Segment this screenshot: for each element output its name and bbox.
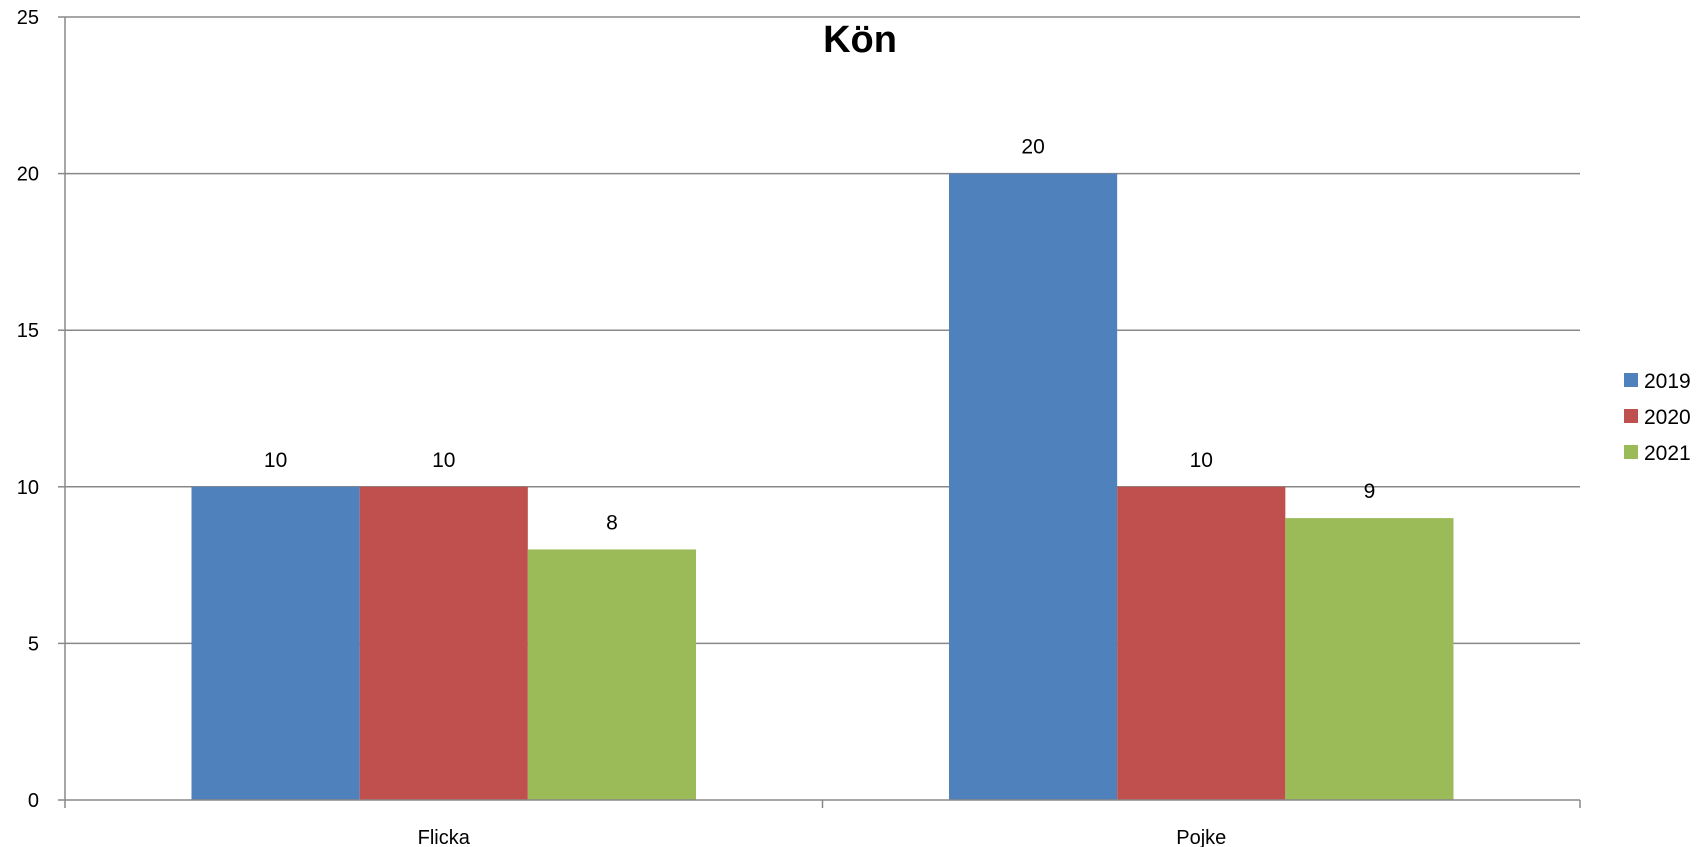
data-label-pojke-2020: 10 — [1190, 449, 1213, 472]
y-tick-label-20: 20 — [17, 164, 39, 186]
legend-swatch-2019 — [1624, 373, 1638, 387]
chart-title: Kön — [823, 19, 897, 61]
y-tick-label-15: 15 — [17, 320, 39, 342]
y-tick-label-25: 25 — [17, 7, 39, 29]
y-tick-label-10: 10 — [17, 477, 39, 499]
y-tick-label-5: 5 — [28, 633, 39, 655]
data-label-flicka-2020: 10 — [432, 449, 455, 472]
y-tick-label-0: 0 — [28, 790, 39, 812]
data-label-pojke-2019: 20 — [1021, 136, 1044, 159]
bar-flicka-2021 — [527, 549, 696, 800]
legend-label-2020: 2020 — [1644, 406, 1691, 429]
bar-pojke-2020 — [1117, 486, 1286, 800]
legend-label-2019: 2019 — [1644, 370, 1691, 393]
labels: 0 5 10 15 20 25 10 10 8 Flicka 20 10 9 Pojke — [17, 7, 1376, 847]
x-category-label-flicka: Flicka — [418, 827, 471, 847]
legend-swatch-2021 — [1624, 445, 1638, 459]
data-label-pojke-2021: 9 — [1364, 480, 1376, 503]
bar-pojke-2019 — [949, 173, 1118, 801]
axes — [58, 16, 1581, 808]
legend-label-2021: 2021 — [1644, 442, 1691, 465]
x-category-label-pojke: Pojke — [1176, 827, 1226, 847]
bar-pojke-2021 — [1285, 518, 1454, 800]
legend: 2019 2020 2021 — [1624, 370, 1691, 465]
bar-flicka-2019 — [191, 486, 360, 800]
bars — [191, 173, 1454, 801]
data-label-flicka-2019: 10 — [264, 449, 287, 472]
data-label-flicka-2021: 8 — [606, 511, 618, 534]
bar-flicka-2020 — [359, 486, 528, 800]
legend-swatch-2020 — [1624, 409, 1638, 423]
